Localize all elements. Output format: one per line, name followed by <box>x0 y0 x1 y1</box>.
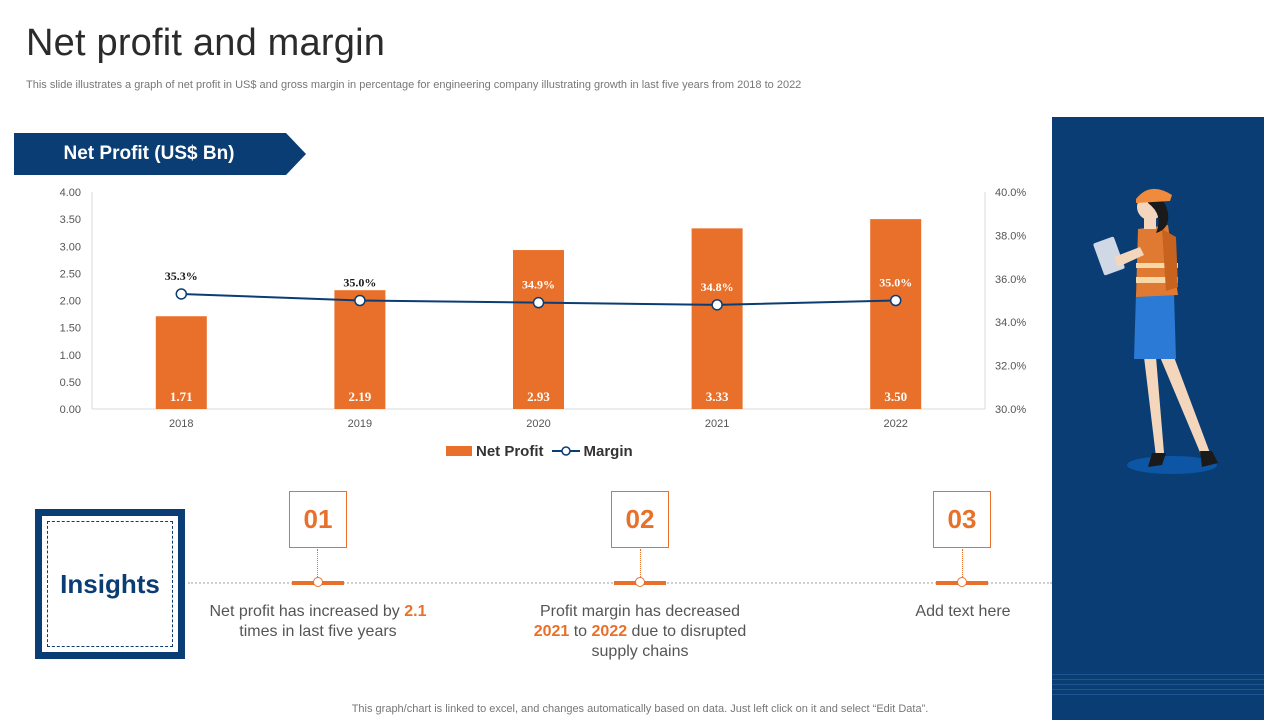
net-profit-margin-chart[interactable]: 0.00 0.50 1.00 1.50 2.00 2.50 3.00 3.50 4.00 30.0… <box>0 180 1050 435</box>
page-title: Net profit and margin <box>26 22 386 64</box>
insight-stem <box>317 549 318 577</box>
y-tick-label: 3.00 <box>60 241 81 253</box>
y-tick-label: 0.00 <box>60 404 81 416</box>
margin-point-2020 <box>532 296 545 309</box>
bar-value-label: 3.50 <box>884 389 907 404</box>
margin-point-2019 <box>354 294 366 307</box>
y2-tick-label: 34.0% <box>995 317 1026 329</box>
insight-text-part: due to disrupted supply chains <box>591 623 747 660</box>
engineer-woman-illustration <box>1093 188 1218 474</box>
legend-label-margin: Margin <box>583 442 633 460</box>
x-tick-label: 2021 <box>705 418 729 430</box>
panel-stripes <box>1052 674 1264 702</box>
bar-value-label: 3.33 <box>706 389 729 404</box>
banner-arrow-shape <box>14 133 306 175</box>
insight-text-part: times in last five years <box>239 623 397 640</box>
y-tick-label: 2.50 <box>60 268 81 280</box>
insight-stem <box>640 549 641 577</box>
margin-value-label: 35.0% <box>343 276 376 290</box>
insight-number-01: 01 <box>289 491 347 548</box>
x-tick-label: 2019 <box>348 418 372 430</box>
insights-label: Insights <box>60 568 160 599</box>
insight-text-part: Add text here <box>915 603 1011 620</box>
insight-text-02[interactable]: Profit margin has decreased 2021 to 2022… <box>520 602 760 662</box>
y-tick-label: 4.00 <box>60 187 81 199</box>
legend-item-margin: Margin <box>551 442 633 460</box>
y2-tick-label: 30.0% <box>995 404 1026 416</box>
bar-value-label: 2.19 <box>349 389 372 404</box>
y2-tick-label: 38.0% <box>995 230 1026 242</box>
y-tick-label: 0.50 <box>60 377 81 389</box>
insight-marker-dot <box>635 577 645 587</box>
bar-net-profit-2021 <box>691 228 743 409</box>
bar-net-profit-2020 <box>513 250 564 409</box>
legend-line-swatch <box>551 446 580 456</box>
margin-point-2021 <box>711 299 723 311</box>
insight-number-text: 02 <box>625 504 655 534</box>
bar-value-label: 2.93 <box>527 389 550 404</box>
insight-text-03[interactable]: Add text here <box>843 602 1083 622</box>
bar-net-profit-2022 <box>870 219 922 409</box>
insight-highlight: 2.1 <box>404 603 427 620</box>
y-tick-label: 1.50 <box>60 323 81 335</box>
insight-number-text: 03 <box>947 504 977 534</box>
margin-point-2022 <box>889 294 902 307</box>
insight-number-03: 03 <box>933 491 991 548</box>
insight-number-02: 02 <box>611 491 669 548</box>
bar-value-label: 1.71 <box>170 389 193 404</box>
insight-number-text: 01 <box>303 504 333 534</box>
margin-value-label: 34.9% <box>522 278 555 292</box>
insight-text-part: to <box>569 623 592 640</box>
y2-tick-label: 36.0% <box>995 274 1026 286</box>
insights-box: Insights <box>35 509 185 659</box>
margin-value-label: 35.3% <box>165 269 198 283</box>
margin-value-label: 35.0% <box>879 276 912 290</box>
footer-note: This graph/chart is linked to excel, and… <box>351 703 929 715</box>
insight-text-part: Net profit has increased by <box>209 603 405 620</box>
chart-legend: Net Profit Margin <box>446 441 633 461</box>
legend-label-net-profit: Net Profit <box>476 442 544 460</box>
page-subtitle: This slide illustrates a graph of net pr… <box>26 79 802 91</box>
x-tick-label: 2020 <box>526 418 550 430</box>
insight-highlight: 2021 <box>533 623 570 640</box>
chart-title-text: Net Profit (US$ Bn) <box>63 143 235 164</box>
x-tick-label: 2018 <box>169 418 193 430</box>
y-tick-label: 1.00 <box>60 350 81 362</box>
legend-item-net-profit: Net Profit <box>446 443 544 460</box>
margin-value-label: 34.8% <box>701 280 734 294</box>
illustration-panel <box>1052 117 1264 720</box>
insight-stem <box>962 549 963 577</box>
insight-text-part: Profit margin has decreased <box>539 603 741 620</box>
x-tick-label: 2022 <box>883 418 907 430</box>
margin-point-2018 <box>175 288 188 300</box>
y-tick-label: 2.00 <box>60 296 81 308</box>
bar-net-profit-2018 <box>155 316 207 409</box>
insight-highlight: 2022 <box>591 623 628 640</box>
bar-net-profit-2019 <box>334 290 386 409</box>
y-tick-label: 3.50 <box>60 214 81 226</box>
y2-tick-label: 32.0% <box>995 361 1026 373</box>
insight-marker-dot <box>957 577 967 587</box>
legend-bar-swatch <box>446 446 472 456</box>
insights-dashed-frame: Insights <box>47 521 173 647</box>
insight-marker-dot <box>313 577 323 587</box>
y2-tick-label: 40.0% <box>995 187 1026 199</box>
chart-title-banner: Net Profit (US$ Bn) <box>14 133 306 175</box>
insights-inner: Insights <box>42 516 178 652</box>
insight-text-01[interactable]: Net profit has increased by 2.1 times in… <box>198 602 438 642</box>
